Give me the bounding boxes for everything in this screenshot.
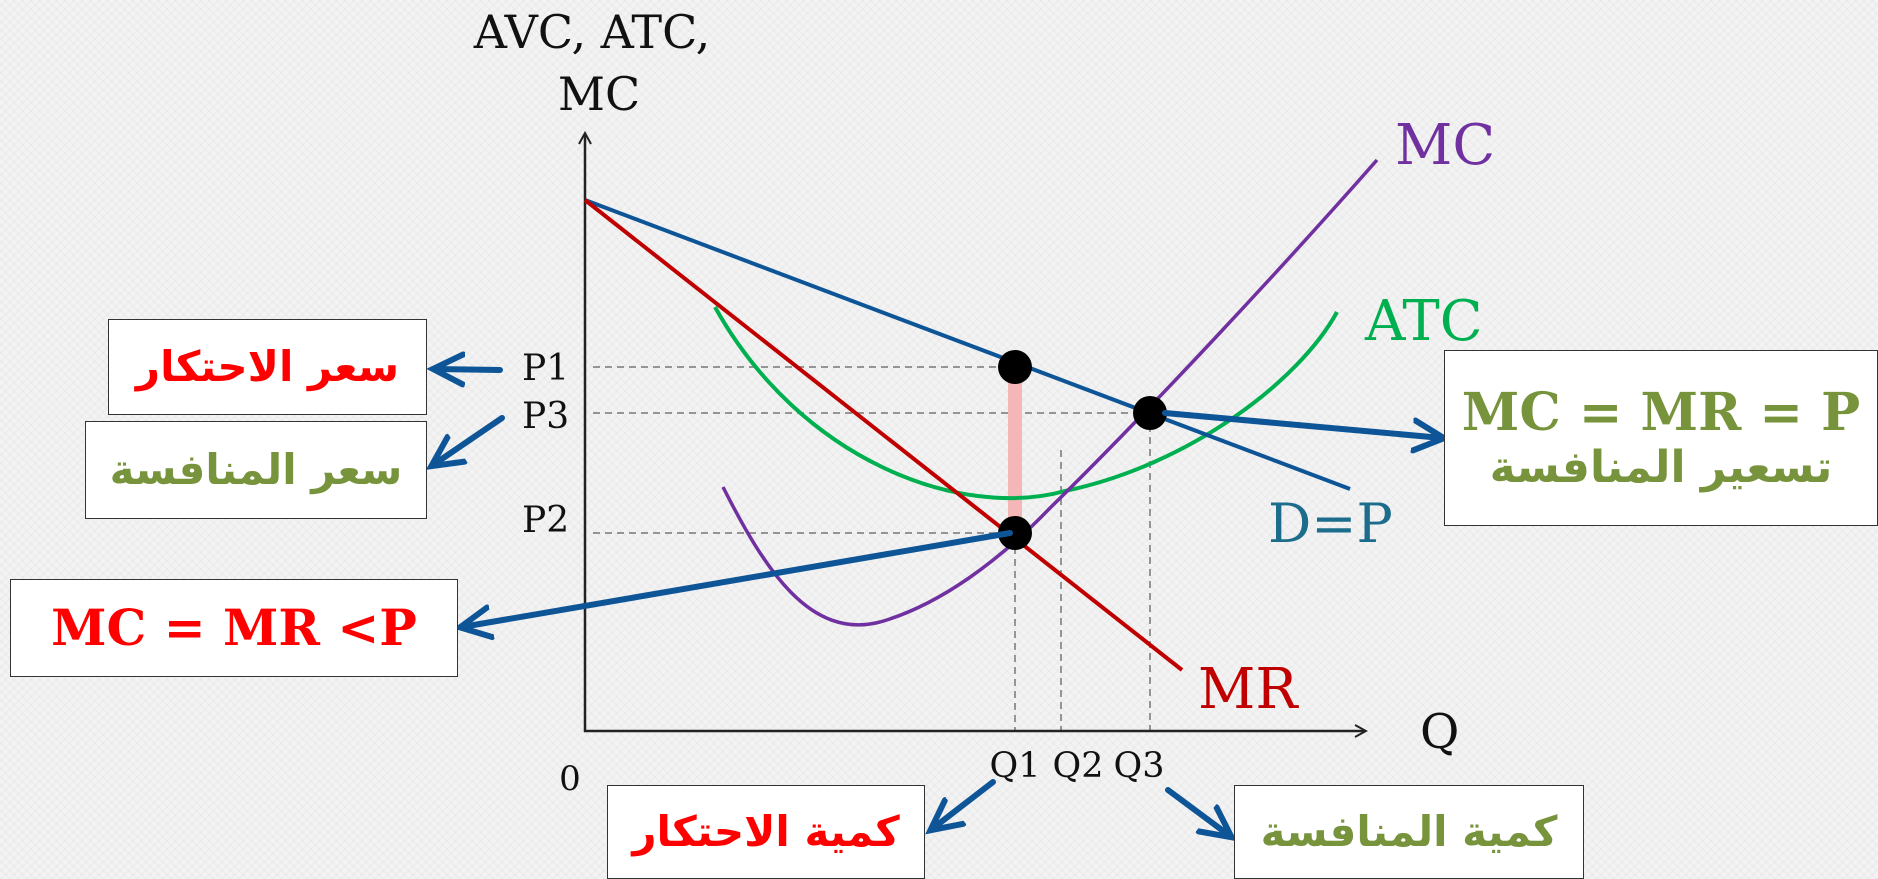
monopoly-quantity-text: كمية الاحتكار: [632, 806, 900, 856]
y-axis-label-line1: AVC, ATC,: [473, 5, 711, 59]
mr-curve: [583, 198, 1184, 672]
y-axis-label-line2: MC: [558, 67, 640, 121]
mr-curve-label: MR: [1198, 657, 1299, 722]
p1-label: P1: [522, 348, 569, 389]
origin-label: 0: [559, 759, 581, 799]
monopoly-quantity-box: كمية الاحتكار: [607, 785, 925, 879]
guide-lines: [593, 366, 1151, 730]
competition-rule-text: MC = MR = P: [1461, 381, 1861, 443]
monopoly-price-text: سعر الاحتكار: [135, 341, 400, 391]
competition-pricing-text: تسعير المنافسة: [1489, 441, 1833, 493]
monopoly-mc-mr-point: [998, 516, 1032, 550]
competition-price-box: سعر المنافسة: [85, 421, 427, 519]
arrow-to-competition-price: [433, 415, 505, 465]
q3-label: Q3: [1114, 746, 1165, 786]
mc-curve-label: MC: [1395, 113, 1495, 178]
atc-curve-label: ATC: [1364, 289, 1483, 354]
arrow-to-monopoly-rule: [462, 530, 1013, 627]
x-axis-label: Q: [1420, 704, 1459, 760]
demand-curve-label: D=P: [1268, 492, 1393, 555]
demand-curve: [584, 198, 1351, 491]
price-gap-highlight: [1008, 367, 1022, 533]
monopoly-rule-text: MC = MR <P: [51, 598, 417, 658]
competition-point: [1133, 396, 1167, 430]
competition-quantity-box: كمية المنافسة: [1234, 785, 1584, 879]
competition-rule-box: MC = MR = P تسعير المنافسة: [1444, 350, 1878, 526]
atc-curve: [713, 306, 1339, 500]
monopoly-rule-box: MC = MR <P: [10, 579, 458, 677]
p3-label: P3: [522, 396, 569, 437]
q2-label: Q2: [1053, 746, 1104, 786]
monopoly-price-box: سعر الاحتكار: [108, 319, 427, 415]
monopoly-price-point: [998, 350, 1032, 384]
arrow-to-monopoly-price: [435, 369, 503, 370]
arrow-to-monopoly-quantity: [932, 779, 996, 829]
mc-curve: [721, 158, 1379, 627]
arrow-to-competition-rule: [1162, 410, 1442, 438]
p2-label: P2: [522, 500, 569, 541]
competition-quantity-text: كمية المنافسة: [1260, 806, 1558, 856]
arrow-to-competition-quantity: [1165, 787, 1230, 836]
competition-price-text: سعر المنافسة: [109, 444, 403, 494]
callout-arrows: [433, 369, 1442, 836]
q1-label: Q1: [990, 746, 1041, 786]
